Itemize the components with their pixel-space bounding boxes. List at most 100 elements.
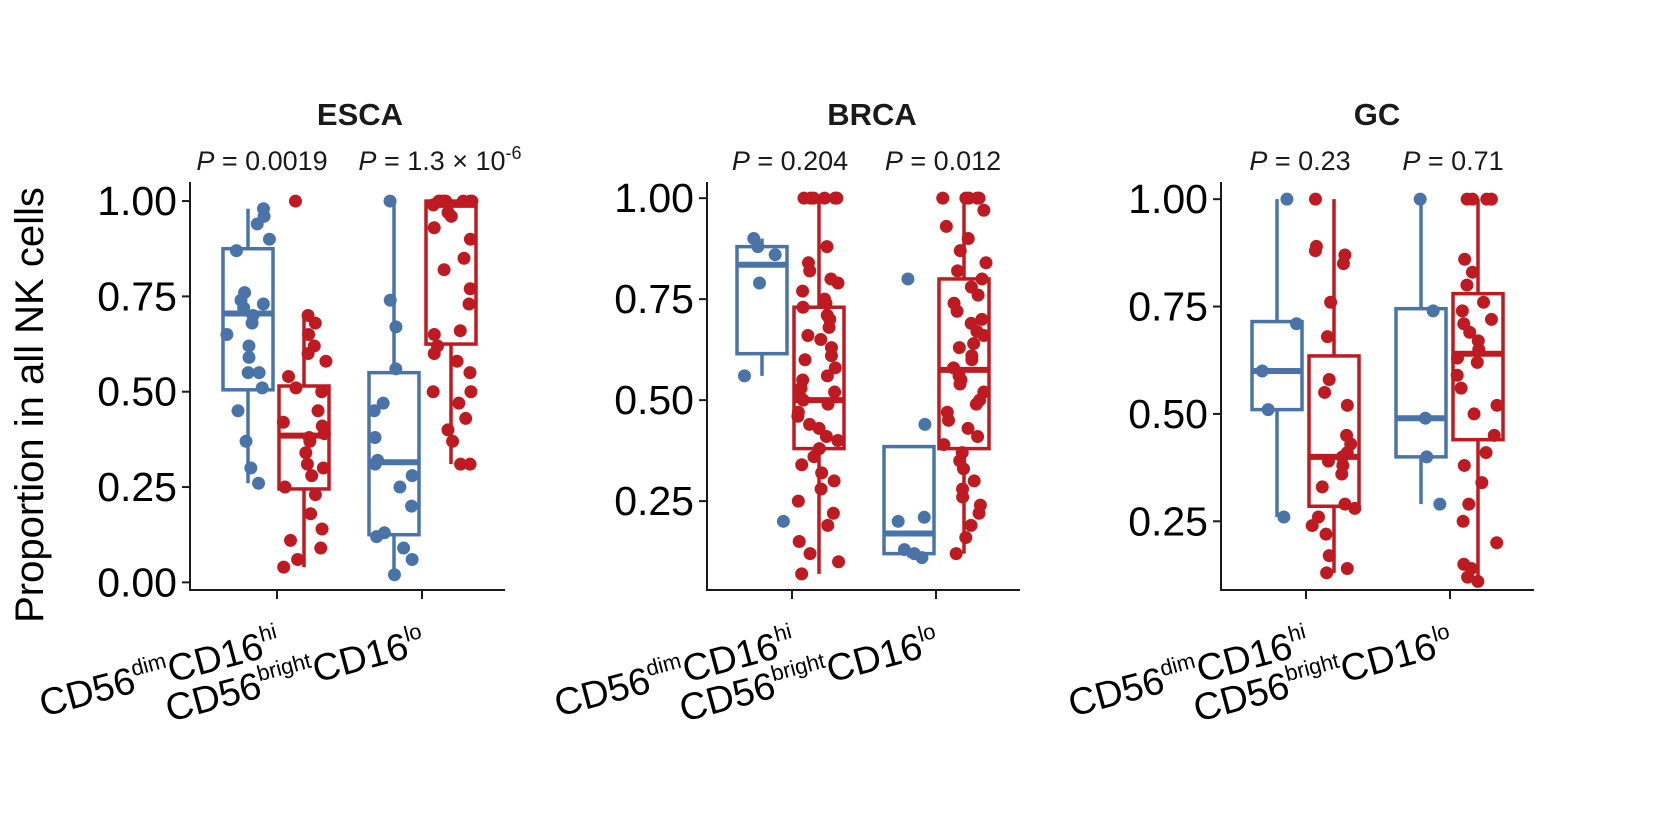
- data-point: [936, 191, 950, 205]
- data-point: [971, 429, 985, 443]
- iqr-box: [882, 444, 936, 556]
- data-point: [1450, 368, 1464, 382]
- data-point: [308, 488, 322, 502]
- data-point: [753, 276, 767, 290]
- data-point: [319, 354, 333, 368]
- iqr-box: [1394, 306, 1448, 459]
- data-point: [815, 466, 829, 480]
- data-point: [814, 333, 828, 347]
- data-point: [795, 567, 809, 581]
- data-point: [463, 366, 477, 380]
- data-point: [951, 264, 965, 278]
- data-point: [1308, 192, 1322, 206]
- data-point: [431, 339, 445, 353]
- data-point: [956, 482, 970, 496]
- data-point: [959, 191, 973, 205]
- panels: ESCA P = 0.0019 P = 1.3 × 10-6 0.00 0.25 0.50…: [35, 97, 1534, 731]
- data-point: [239, 434, 253, 448]
- data-point: [256, 202, 270, 216]
- data-point: [955, 446, 969, 460]
- data-point: [939, 219, 953, 233]
- data-point: [831, 434, 845, 448]
- y-tick-label: 0.00: [97, 559, 177, 605]
- data-point: [307, 339, 321, 353]
- data-point: [1454, 381, 1468, 395]
- data-point: [1457, 317, 1471, 331]
- data-point: [255, 381, 269, 395]
- data-point: [299, 446, 313, 460]
- data-point: [434, 194, 448, 208]
- data-point: [1487, 428, 1501, 442]
- data-point: [278, 480, 292, 494]
- data-point: [1322, 373, 1336, 387]
- data-point: [464, 385, 478, 399]
- data-point: [1471, 334, 1485, 348]
- data-point: [891, 514, 905, 528]
- data-point: [1455, 304, 1469, 318]
- data-point: [459, 411, 473, 425]
- iqr-box: [221, 246, 275, 392]
- p-value-label: P = 1.3 × 10-6: [358, 143, 521, 176]
- data-point: [1467, 407, 1481, 421]
- data-point: [1309, 239, 1323, 253]
- data-point: [276, 415, 290, 429]
- data-point: [304, 507, 318, 521]
- data-point: [940, 405, 954, 419]
- data-point: [792, 535, 806, 549]
- data-point: [427, 328, 441, 342]
- data-point: [1277, 510, 1291, 524]
- data-point: [1471, 574, 1485, 588]
- data-point: [964, 316, 978, 330]
- data-point: [405, 499, 419, 513]
- data-point: [977, 385, 991, 399]
- data-point: [252, 366, 266, 380]
- data-point: [1484, 312, 1498, 326]
- data-point: [747, 232, 761, 246]
- data-point: [1477, 295, 1491, 309]
- panel-title: GC: [1354, 97, 1401, 132]
- data-point: [1322, 549, 1336, 563]
- data-point: [387, 568, 401, 582]
- data-point: [262, 232, 276, 246]
- box-group-bright-tumor: [1394, 192, 1448, 511]
- box-group-bright-tumor: [367, 194, 421, 582]
- data-point: [959, 530, 973, 544]
- data-point: [1470, 355, 1484, 369]
- data-point: [231, 404, 245, 418]
- data-point: [820, 369, 834, 383]
- data-point: [1338, 248, 1352, 262]
- iqr-box: [1307, 354, 1361, 509]
- data-point: [367, 404, 381, 418]
- y-tick-label: 0.25: [614, 478, 694, 524]
- data-point: [284, 533, 298, 547]
- data-point: [791, 405, 805, 419]
- data-point: [1348, 501, 1362, 515]
- y-tick-label: 0.75: [614, 276, 694, 322]
- data-point: [238, 286, 252, 300]
- data-point: [1490, 536, 1504, 550]
- data-point: [803, 547, 817, 561]
- data-point: [291, 552, 305, 566]
- data-point: [252, 476, 266, 490]
- data-point: [315, 419, 329, 433]
- box-group-bright-normal: [1450, 192, 1505, 588]
- data-point: [797, 191, 811, 205]
- data-point: [288, 194, 302, 208]
- panel-gc: GCP = 0.23 P = 0.710.250.500.751.00CD56di…: [1064, 97, 1534, 731]
- data-point: [1340, 428, 1354, 442]
- data-point: [1479, 446, 1493, 460]
- data-point: [791, 494, 805, 508]
- data-point: [1460, 278, 1474, 292]
- y-tick-label: 0.50: [97, 369, 177, 415]
- data-point: [1426, 304, 1440, 318]
- data-point: [302, 430, 316, 444]
- data-point: [964, 280, 978, 294]
- data-point: [450, 354, 464, 368]
- data-point: [1320, 330, 1334, 344]
- data-point: [949, 547, 963, 561]
- data-point: [242, 350, 256, 364]
- box-group-dim-normal: [276, 194, 333, 574]
- data-point: [1261, 403, 1275, 417]
- data-point: [1480, 192, 1494, 206]
